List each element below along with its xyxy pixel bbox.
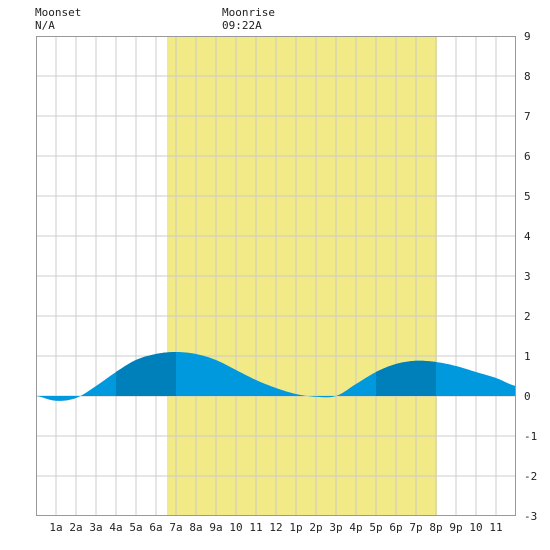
moonrise-value: 09:22A — [222, 19, 262, 32]
plot-frame — [36, 36, 516, 516]
y-tick-label: -2 — [524, 470, 537, 483]
y-tick-label: 9 — [524, 30, 531, 43]
x-tick-label: 3a — [89, 521, 102, 534]
x-tick-label: 10 — [229, 521, 242, 534]
x-tick-label: 1p — [289, 521, 302, 534]
y-tick-label: 0 — [524, 390, 531, 403]
x-tick-label: 10 — [469, 521, 482, 534]
x-tick-label: 3p — [329, 521, 342, 534]
y-tick-label: 8 — [524, 70, 531, 83]
y-tick-label: 7 — [524, 110, 531, 123]
moonrise-label: Moonrise — [222, 6, 275, 19]
x-tick-label: 8a — [189, 521, 202, 534]
x-tick-label: 5p — [369, 521, 382, 534]
y-tick-label: -1 — [524, 430, 537, 443]
x-tick-label: 2a — [69, 521, 82, 534]
x-tick-label: 9p — [449, 521, 462, 534]
x-tick-label: 2p — [309, 521, 322, 534]
x-tick-label: 6p — [389, 521, 402, 534]
x-tick-label: 9a — [209, 521, 222, 534]
x-tick-label: 6a — [149, 521, 162, 534]
x-tick-label: 1a — [49, 521, 62, 534]
x-tick-label: 11 — [489, 521, 502, 534]
y-tick-label: 4 — [524, 230, 531, 243]
y-tick-label: 2 — [524, 310, 531, 323]
y-tick-label: 3 — [524, 270, 531, 283]
moonset-label: Moonset — [35, 6, 82, 19]
x-tick-label: 7a — [169, 521, 182, 534]
y-tick-label: 1 — [524, 350, 531, 363]
tide-area-highlight — [116, 352, 176, 396]
x-tick-label: 4a — [109, 521, 122, 534]
x-tick-label: 8p — [429, 521, 442, 534]
x-tick-label: 4p — [349, 521, 362, 534]
x-tick-label: 12 — [269, 521, 282, 534]
tide-area-highlight — [376, 360, 436, 396]
x-tick-label: 11 — [249, 521, 262, 534]
y-tick-label: 5 — [524, 190, 531, 203]
x-tick-label: 7p — [409, 521, 422, 534]
moonset-value: N/A — [35, 19, 55, 32]
y-tick-label: -3 — [524, 510, 537, 523]
y-tick-label: 6 — [524, 150, 531, 163]
x-tick-label: 5a — [129, 521, 142, 534]
